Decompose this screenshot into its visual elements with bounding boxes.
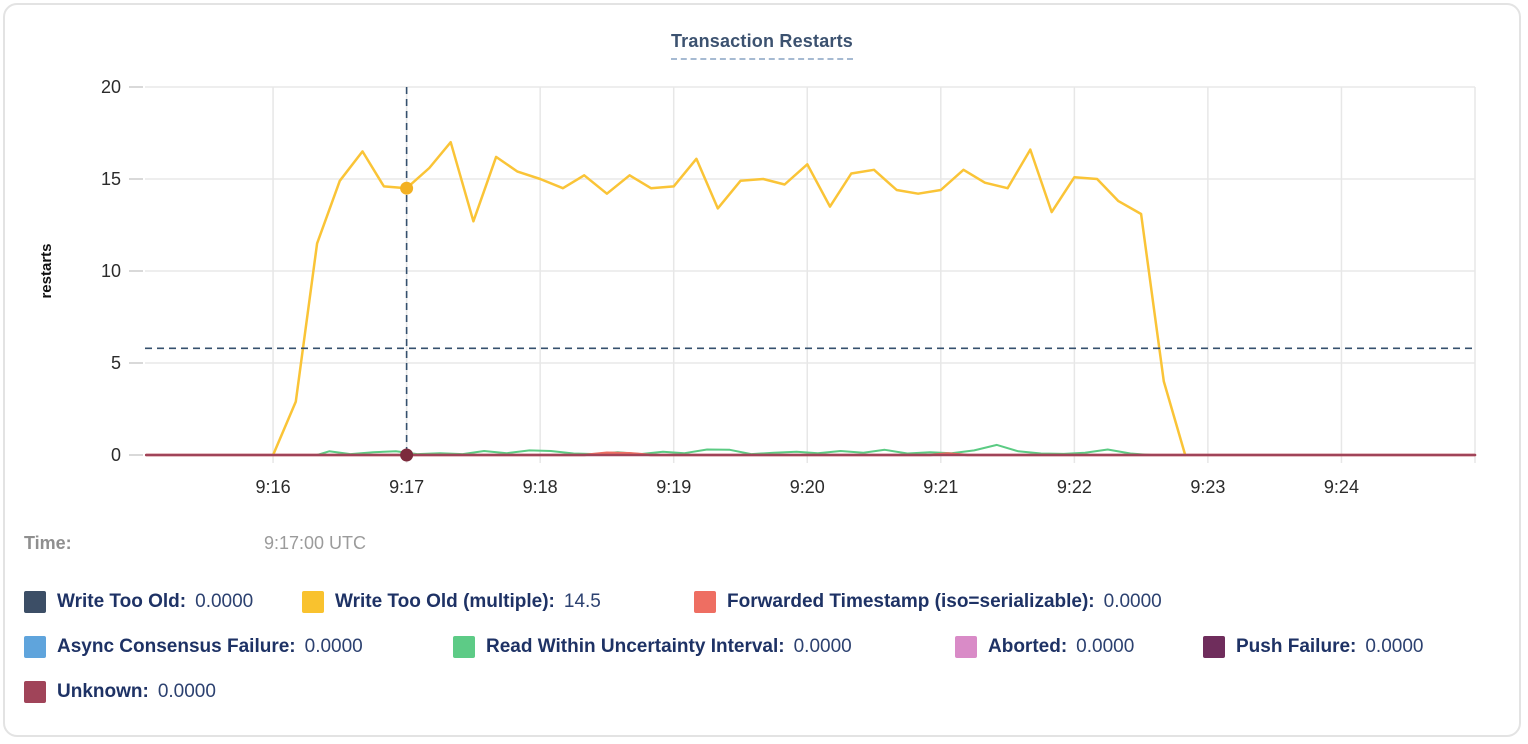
legend-item[interactable]: Push Failure: 0.0000 — [1203, 636, 1423, 658]
legend-swatch — [302, 591, 324, 613]
legend-series-value: 0.0000 — [157, 681, 216, 702]
legend-series-label: Write Too Old (multiple): — [335, 591, 555, 612]
legend-series-label: Unknown: — [57, 681, 149, 702]
y-tick-label: 15 — [101, 169, 121, 189]
x-tick-label: 9:23 — [1190, 477, 1225, 497]
hover-dot — [400, 181, 414, 195]
series-line-write-too-old-multiple- — [271, 140, 1187, 457]
legend-series-value: 14.5 — [563, 591, 601, 612]
legend-swatch — [24, 636, 46, 658]
legend-item[interactable]: Unknown: 0.0000 — [24, 681, 216, 703]
legend-swatch — [24, 591, 46, 613]
y-tick-label: 20 — [101, 77, 121, 97]
x-tick-label: 9:22 — [1057, 477, 1092, 497]
legend: Write Too Old: 0.0000 Write Too Old (multi… — [24, 589, 1507, 724]
time-label: Time: — [24, 533, 72, 553]
legend-series-value: 0.0000 — [1365, 636, 1424, 657]
x-tick-label: 9:24 — [1324, 477, 1359, 497]
legend-series-label: Read Within Uncertainty Interval: — [486, 636, 785, 657]
legend-series-label: Forwarded Timestamp (iso=serializable): — [727, 591, 1095, 612]
y-tick-label: 5 — [111, 353, 121, 373]
x-tick-label: 9:17 — [389, 477, 424, 497]
y-tick-label: 0 — [111, 445, 121, 465]
legend-swatch — [955, 636, 977, 658]
legend-series-label: Push Failure: — [1236, 636, 1357, 657]
legend-item[interactable]: Forwarded Timestamp (iso=serializable): 0… — [694, 591, 1162, 613]
legend-series-value: 0.0000 — [793, 636, 852, 657]
legend-swatch — [24, 681, 46, 703]
legend-series-label: Aborted: — [988, 636, 1068, 657]
legend-series-value: 0.0000 — [1076, 636, 1135, 657]
y-axis-label: restarts — [38, 243, 55, 298]
legend-row: Unknown: 0.0000 — [24, 679, 1507, 705]
legend-series-value: 0.0000 — [195, 591, 254, 612]
legend-series-label: Write Too Old: — [57, 591, 187, 612]
legend-row: Write Too Old: 0.0000 Write Too Old (multi… — [24, 589, 1507, 615]
x-tick-label: 9:20 — [790, 477, 825, 497]
legend-series-value: 0.0000 — [1103, 591, 1162, 612]
x-tick-label: 9:21 — [923, 477, 958, 497]
chart-title[interactable]: Transaction Restarts — [670, 31, 854, 60]
chart-header: Transaction Restarts — [5, 31, 1519, 60]
transaction-restarts-card: Transaction Restarts 0 5 10 15 20 9:16 9:17 9:1… — [3, 3, 1521, 737]
legend-swatch — [694, 591, 716, 613]
legend-item[interactable]: Write Too Old: 0.0000 — [24, 591, 302, 613]
series-line-read-within-uncertainty-interval — [316, 443, 1153, 456]
time-value: 9:17:00 UTC — [264, 533, 367, 553]
line-chart[interactable]: 0 5 10 15 20 9:16 9:17 9:18 9:19 9:20 9:21 9:22 9:23… — [5, 5, 1527, 517]
legend-row: Async Consensus Failure: 0.0000 Read Withi… — [24, 634, 1507, 660]
x-tick-label: 9:19 — [656, 477, 691, 497]
hover-dot — [400, 448, 414, 462]
legend-item[interactable]: Read Within Uncertainty Interval: 0.0000 — [453, 636, 955, 658]
legend-swatch — [1203, 636, 1225, 658]
y-tick-label: 10 — [101, 261, 121, 281]
legend-series-value: 0.0000 — [304, 636, 363, 657]
legend-series-label: Async Consensus Failure: — [57, 636, 296, 657]
legend-item[interactable]: Write Too Old (multiple): 14.5 — [302, 591, 694, 613]
x-tick-label: 9:16 — [256, 477, 291, 497]
x-tick-label: 9:18 — [523, 477, 558, 497]
legend-item[interactable]: Async Consensus Failure: 0.0000 — [24, 636, 453, 658]
legend-item[interactable]: Aborted: 0.0000 — [955, 636, 1203, 658]
legend-swatch — [453, 636, 475, 658]
